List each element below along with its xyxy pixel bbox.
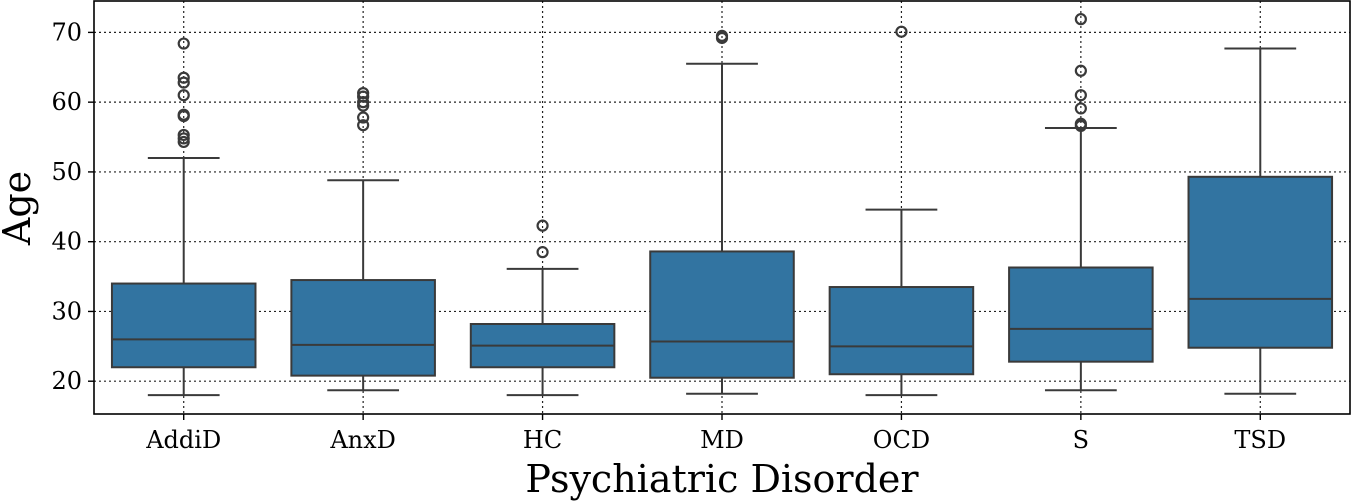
outlier-point [536, 219, 549, 232]
x-axis-ticks: AddiD AnxD HC MD OCD S TSD [145, 414, 1286, 454]
box-md [649, 29, 795, 395]
y-tick-label: 30 [51, 297, 82, 325]
outlier-point [177, 89, 190, 102]
outlier-point [1074, 117, 1087, 130]
outlier-point [177, 108, 190, 121]
box-s [1008, 13, 1154, 392]
y-tick-label: 60 [51, 88, 82, 116]
outlier-point [1074, 89, 1087, 102]
box-hc [469, 219, 616, 397]
x-tick-label-md: MD [700, 426, 744, 454]
iqr-box [110, 282, 257, 369]
box-tsd [1187, 47, 1334, 395]
y-tick-label: 70 [51, 18, 82, 46]
outlier-point [177, 76, 190, 89]
outlier-point [357, 111, 370, 124]
x-axis-title: Psychiatric Disorder [525, 457, 919, 501]
box-ocd [828, 25, 975, 397]
outlier-point [357, 119, 370, 132]
x-tick-label-anxd: AnxD [329, 426, 396, 454]
outlier-point [536, 246, 549, 259]
outlier-point [895, 25, 908, 38]
box-anxd [290, 86, 436, 392]
iqr-box [828, 286, 975, 376]
outlier-point [1074, 13, 1087, 26]
x-tick-label-ocd: OCD [873, 426, 930, 454]
iqr-box [649, 250, 795, 379]
outlier-point [177, 37, 190, 50]
outlier-point [177, 128, 190, 142]
outlier-point [1074, 64, 1087, 77]
x-tick-label-s: S [1073, 426, 1089, 454]
outlier-point [357, 86, 370, 100]
iqr-box [290, 279, 436, 377]
iqr-box [1008, 266, 1154, 363]
outlier-point [177, 71, 190, 84]
y-tick-label: 20 [51, 367, 82, 395]
iqr-box [1187, 175, 1334, 349]
outlier-point [1074, 102, 1087, 115]
outlier-point [715, 29, 729, 42]
x-tick-label-addid: AddiD [145, 426, 221, 454]
y-tick-label: 50 [51, 158, 82, 186]
box-series [110, 13, 1334, 397]
y-axis-ticks: 20 30 40 50 60 70 [51, 18, 94, 395]
x-tick-label-tsd: TSD [1234, 426, 1286, 454]
y-tick-label: 40 [51, 228, 82, 256]
y-axis-title: Age [0, 171, 39, 246]
x-tick-label-hc: HC [523, 426, 562, 454]
box-addid [110, 37, 257, 397]
